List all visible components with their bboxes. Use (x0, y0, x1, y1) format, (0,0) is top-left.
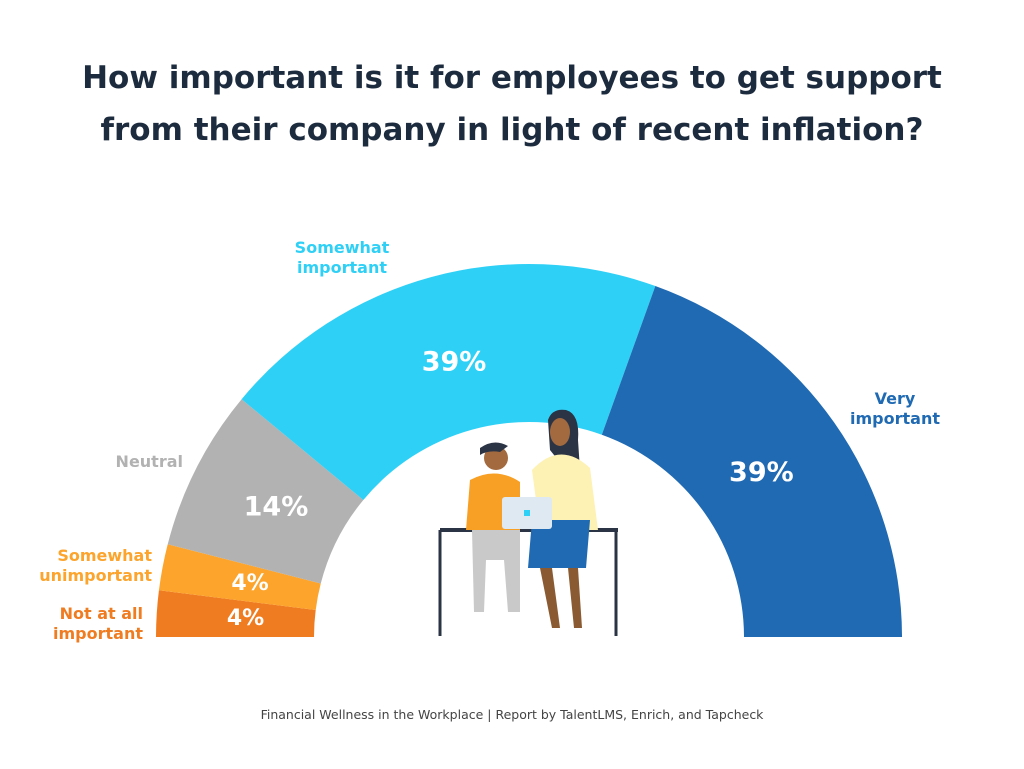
legs (472, 530, 520, 612)
chart-title: How important is it for employees to get… (82, 60, 942, 148)
segment (167, 399, 364, 584)
segment (156, 590, 316, 637)
value-label: 39% (729, 457, 794, 488)
legs (540, 568, 582, 628)
value-label: 14% (244, 492, 309, 523)
value-label: 4% (227, 606, 264, 631)
category-label: Neutral (115, 452, 183, 471)
segment (601, 286, 902, 637)
donut (156, 264, 902, 637)
segment (241, 264, 656, 500)
category-label: Very important (850, 389, 940, 428)
head (484, 446, 508, 470)
value-label: 39% (422, 347, 487, 378)
head (550, 418, 570, 446)
skirt (528, 520, 590, 568)
category-label: Somewhat important (294, 238, 390, 277)
value-label: 4% (231, 571, 268, 596)
laptop-logo (524, 510, 530, 516)
segment (158, 544, 321, 611)
illustration (438, 409, 618, 636)
category-label: Somewhat unimportant (39, 546, 152, 585)
hair (480, 442, 508, 455)
source: Financial Wellness in the Workplace | Re… (260, 707, 764, 722)
category-label: Not at all important (53, 604, 143, 643)
